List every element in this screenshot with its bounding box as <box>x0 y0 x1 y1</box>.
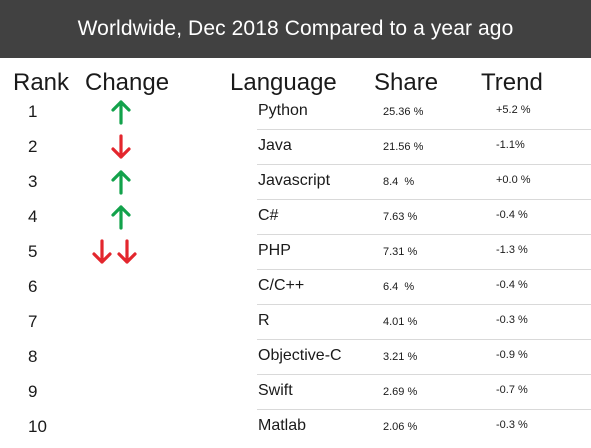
change-cell <box>87 379 157 405</box>
header-rank: Rank <box>13 69 70 96</box>
language-cell: Swift <box>258 382 293 399</box>
rank-cell: 8 <box>28 347 38 366</box>
language-cell: C# <box>258 207 279 224</box>
arrow-down-icon <box>92 239 112 264</box>
table-row: 10 Matlab 2.06 % -0.3 % <box>0 410 591 445</box>
header-share: Share <box>374 69 439 96</box>
table-row: 1 Python 25.36 % +5.2 % <box>0 95 591 130</box>
language-cell: Javascript <box>258 172 331 189</box>
share-cell: 2.69 % <box>383 386 418 398</box>
change-cell <box>87 239 157 265</box>
header-language: Language <box>230 69 337 96</box>
table-row: 5 PHP 7.31 % -1.3 % <box>0 235 591 270</box>
rank-cell: 6 <box>28 277 38 296</box>
change-cell <box>87 99 157 125</box>
rank-cell: 9 <box>28 382 38 401</box>
change-cell <box>87 309 157 335</box>
trend-cell: -0.4 % <box>496 209 528 221</box>
arrow-up-icon <box>111 170 131 195</box>
share-cell: 3.21 % <box>383 351 418 363</box>
header-trend: Trend <box>481 69 543 96</box>
rank-cell: 7 <box>28 312 38 331</box>
trend-cell: -1.1% <box>496 139 525 151</box>
language-cell: Python <box>258 102 308 119</box>
row-divider <box>257 374 591 375</box>
arrow-down-icon <box>111 134 131 159</box>
row-divider <box>257 339 591 340</box>
rank-cell: 5 <box>28 242 38 261</box>
rank-cell: 2 <box>28 137 38 156</box>
table-row: 2 Java 21.56 % -1.1% <box>0 130 591 165</box>
trend-cell: -0.3 % <box>496 419 528 431</box>
trend-cell: +0.0 % <box>496 174 531 186</box>
rank-cell: 10 <box>28 417 47 436</box>
row-divider <box>257 269 591 270</box>
table-row: 8 Objective-C 3.21 % -0.9 % <box>0 340 591 375</box>
language-cell: R <box>258 312 270 329</box>
header-change: Change <box>85 69 170 96</box>
arrow-up-icon <box>111 205 131 230</box>
trend-cell: -0.7 % <box>496 384 528 396</box>
table-row: 9 Swift 2.69 % -0.7 % <box>0 375 591 410</box>
change-cell <box>87 344 157 370</box>
row-divider <box>257 129 591 130</box>
change-cell <box>87 134 157 160</box>
share-cell: 2.06 % <box>383 421 418 433</box>
language-cell: Java <box>258 137 292 154</box>
change-cell <box>87 414 157 440</box>
share-cell: 7.63 % <box>383 211 418 223</box>
row-divider <box>257 409 591 410</box>
row-divider <box>257 164 591 165</box>
share-cell: 8.4 % <box>383 176 415 188</box>
title-bar: Worldwide, Dec 2018 Compared to a year a… <box>0 0 591 58</box>
trend-cell: -0.9 % <box>496 349 528 361</box>
change-cell <box>87 169 157 195</box>
arrow-down-icon <box>117 239 137 264</box>
share-cell: 21.56 % <box>383 141 424 153</box>
row-divider <box>257 234 591 235</box>
change-cell <box>87 274 157 300</box>
arrow-up-icon <box>111 100 131 125</box>
language-cell: C/C++ <box>258 277 305 294</box>
row-divider <box>257 304 591 305</box>
trend-cell: -0.4 % <box>496 279 528 291</box>
rank-cell: 1 <box>28 102 38 121</box>
table-row: 3 Javascript 8.4 % +0.0 % <box>0 165 591 200</box>
rank-cell: 3 <box>28 172 38 191</box>
rank-cell: 4 <box>28 207 38 226</box>
trend-cell: -0.3 % <box>496 314 528 326</box>
share-cell: 7.31 % <box>383 246 418 258</box>
language-cell: Objective-C <box>258 347 342 364</box>
table-row: 6 C/C++ 6.4 % -0.4 % <box>0 270 591 305</box>
chart-title: Worldwide, Dec 2018 Compared to a year a… <box>77 17 514 40</box>
change-cell <box>87 204 157 230</box>
trend-cell: -1.3 % <box>496 244 528 256</box>
share-cell: 4.01 % <box>383 316 418 328</box>
share-cell: 6.4 % <box>383 281 415 293</box>
table-row: 7 R 4.01 % -0.3 % <box>0 305 591 340</box>
language-cell: Matlab <box>258 417 307 434</box>
table-row: 4 C# 7.63 % -0.4 % <box>0 200 591 235</box>
trend-cell: +5.2 % <box>496 104 531 116</box>
language-cell: PHP <box>258 242 291 259</box>
share-cell: 25.36 % <box>383 106 424 118</box>
row-divider <box>257 199 591 200</box>
